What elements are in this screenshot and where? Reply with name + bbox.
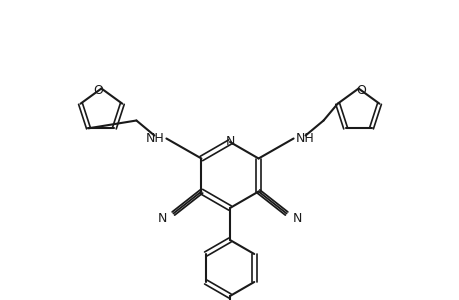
Text: N: N (292, 212, 301, 225)
Text: N: N (158, 212, 167, 225)
Text: O: O (356, 83, 366, 97)
Text: NH: NH (146, 133, 164, 146)
Text: O: O (93, 83, 103, 97)
Text: N: N (225, 135, 234, 148)
Text: NH: NH (295, 133, 313, 146)
